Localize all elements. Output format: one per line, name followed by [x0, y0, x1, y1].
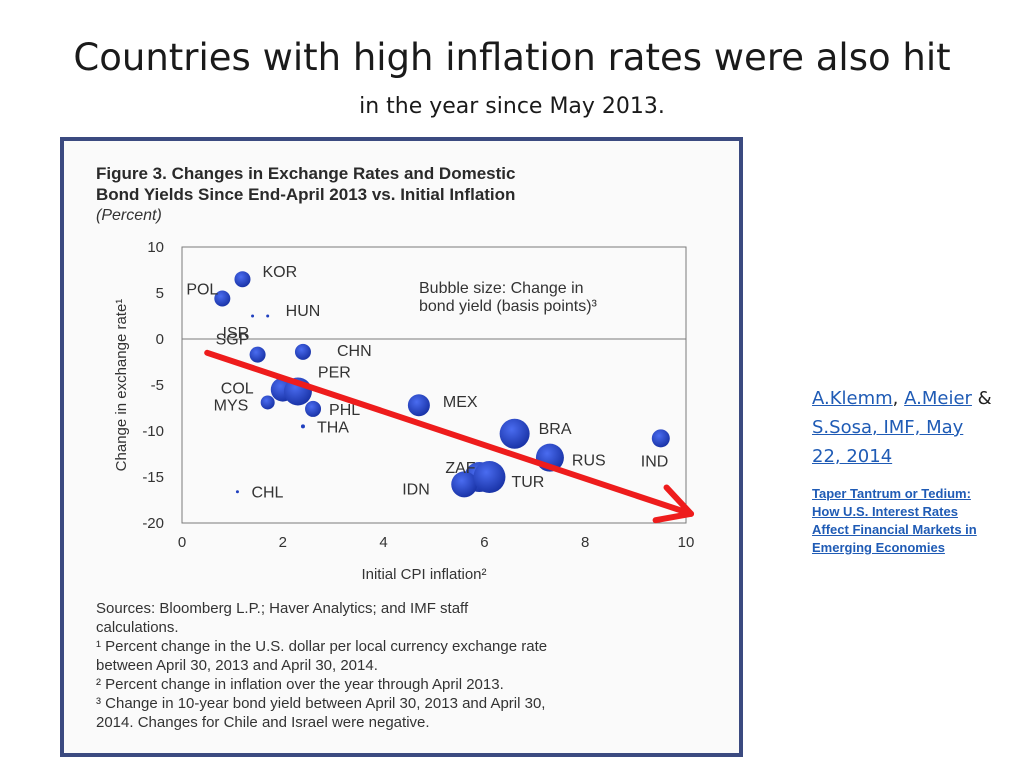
bubble-label-pol: POL: [186, 282, 218, 299]
author-klemm-link[interactable]: A.Klemm: [812, 388, 893, 409]
bubble-idn: [451, 471, 478, 498]
bubble-label-tha: THA: [317, 419, 349, 436]
bubble-size-note-2: bond yield (basis points)³: [419, 298, 598, 315]
author-separator: ,: [892, 388, 905, 409]
bubble-mys: [260, 395, 275, 410]
figure-title-line1: Figure 3. Changes in Exchange Rates and …: [96, 164, 516, 183]
bubble-tha: [300, 424, 305, 429]
bubble-phl: [305, 400, 322, 417]
bubbles-layer: [214, 271, 670, 498]
bubble-hun: [266, 314, 270, 318]
authors-line: A.Klemm, A.Meier & S.Sosa, IMF, May 22, …: [812, 384, 992, 471]
bubble-mex: [407, 394, 430, 417]
figure-note-line: ² Percent change in inflation over the y…: [96, 676, 504, 693]
x-tick-label: 4: [379, 534, 387, 551]
author-meier-link[interactable]: A.Meier: [904, 388, 972, 409]
trend-arrow-shaft: [204, 349, 695, 517]
figure-note-line: ¹ Percent change in the U.S. dollar per …: [96, 638, 548, 655]
paper-title-link[interactable]: Taper Tantrum or Tedium: How U.S. Intere…: [812, 486, 977, 555]
bubble-label-mys: MYS: [214, 397, 249, 414]
slide-title: Countries with high inflation rates were…: [73, 36, 951, 79]
y-tick-label: -20: [142, 515, 164, 532]
citation-panel: A.Klemm, A.Meier & S.Sosa, IMF, May 22, …: [812, 384, 992, 557]
y-tick-label: 5: [156, 285, 164, 302]
bubble-label-sgp: SGP: [216, 332, 250, 349]
x-tick-label: 0: [178, 534, 186, 551]
y-tick-label: 0: [156, 331, 164, 348]
bubble-label-chl: CHL: [251, 485, 283, 502]
x-axis-label: Initial CPI inflation²: [361, 566, 486, 583]
x-tick-label: 2: [279, 534, 287, 551]
x-tick-label: 6: [480, 534, 488, 551]
y-tick-label: -15: [142, 469, 164, 486]
figure-note-line: between April 30, 2013 and April 30, 201…: [96, 657, 378, 674]
author-sosa-link[interactable]: S.Sosa: [812, 417, 872, 438]
bubble-isr: [251, 314, 255, 318]
trend-arrow-layer: [204, 349, 695, 524]
trend-arrow-head: [652, 484, 695, 524]
bubble-label-isr: ISR: [223, 325, 250, 342]
bubble-label-bra: BRA: [539, 421, 572, 438]
bubble-chl: [235, 490, 239, 494]
plot-area: [181, 246, 687, 524]
bubble-size-note: Bubble size: Change in: [419, 280, 584, 297]
slide-subtitle: in the year since May 2013.: [359, 94, 665, 119]
bubble-sgp: [249, 346, 266, 363]
bubble-ind: [651, 429, 670, 448]
bubble-kor: [234, 271, 251, 288]
bubble-pol: [214, 290, 231, 307]
x-tick-label: 8: [581, 534, 589, 551]
bubble-label-kor: KOR: [262, 264, 297, 281]
x-tick-label: 10: [678, 534, 695, 551]
figure-unit: (Percent): [96, 207, 162, 224]
bubble-label-ind: IND: [641, 453, 669, 470]
bubble-label-zaf: ZAF: [445, 460, 475, 477]
bubble-label-rus: RUS: [572, 453, 606, 470]
bubble-label-col: COL: [221, 381, 254, 398]
figure-frame: Figure 3. Changes in Exchange Rates and …: [60, 137, 743, 757]
y-tick-label: 10: [147, 239, 164, 256]
figure-panel: Figure 3. Changes in Exchange Rates and …: [64, 141, 739, 753]
y-axis-label: Change in exchange rate¹: [113, 299, 130, 472]
bubble-label-hun: HUN: [286, 303, 321, 320]
bubble-label-chn: CHN: [337, 343, 372, 360]
bubble-bra: [499, 418, 530, 449]
bubble-label-tur: TUR: [511, 474, 544, 491]
y-tick-label: -10: [142, 423, 164, 440]
author-separator-amp: &: [971, 388, 992, 409]
figure-title: Figure 3. Changes in Exchange Rates and …: [96, 163, 515, 205]
bubble-label-idn: IDN: [402, 481, 430, 498]
bubble-chn: [294, 343, 311, 360]
bubble-label-phl: PHL: [329, 402, 360, 419]
figure-title-line2: Bond Yields Since End-April 2013 vs. Ini…: [96, 185, 516, 204]
bubble-tur: [473, 461, 506, 493]
scatter-chart: 0 2 4 6 8 10 10 5 0 -5 -10 -15 -20 POL KOR ISR HUN SGP CH…: [113, 239, 695, 583]
figure-notes: Sources: Bloomberg L.P.; Haver Analytics…: [96, 599, 547, 732]
figure-note-line: ³ Change in 10-year bond yield between A…: [96, 695, 546, 712]
bubble-label-mex: MEX: [443, 394, 478, 411]
y-tick-label: -5: [151, 377, 164, 394]
figure-note-line: calculations.: [96, 619, 179, 636]
figure-note-line: Sources: Bloomberg L.P.; Haver Analytics…: [96, 600, 469, 617]
imf-date-link[interactable]: , IMF, May 22, 2014: [812, 417, 964, 467]
axes-layer: 0 2 4 6 8 10 10 5 0 -5 -10 -15 -20: [142, 239, 694, 551]
figure-note-line: 2014. Changes for Chile and Israel were …: [96, 714, 430, 731]
bubble-label-per: PER: [318, 364, 351, 381]
